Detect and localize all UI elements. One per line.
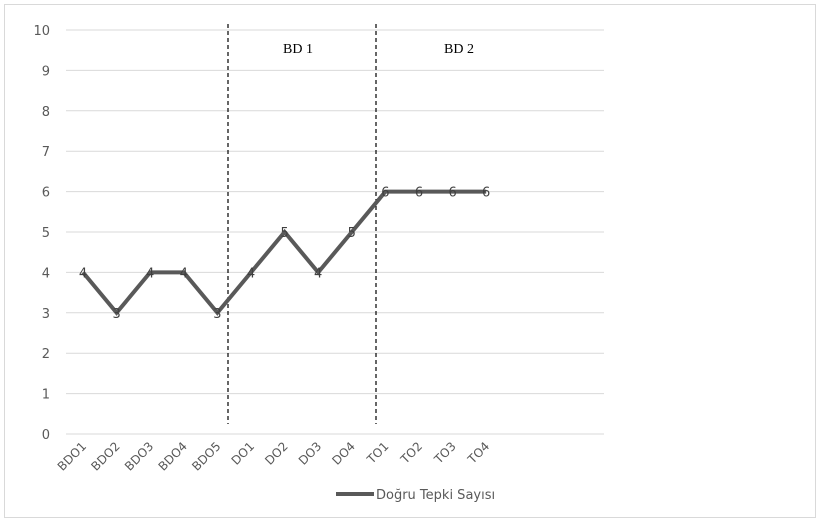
y-tick-label: 4 xyxy=(42,266,50,281)
series-group xyxy=(81,189,487,316)
x-category-label: DO2 xyxy=(262,439,291,468)
chart-frame xyxy=(4,4,816,518)
data-label: 4 xyxy=(314,266,322,281)
x-category-label: BDO5 xyxy=(189,439,223,473)
data-label: 5 xyxy=(280,226,288,241)
x-axis-categories: BDO1 BDO2 BDO3 BDO4 BDO5 DO1 DO2 DO3 DO4 TO1 TO2 TO… xyxy=(55,439,493,473)
x-category-label: TO3 xyxy=(431,439,459,467)
y-tick-label: 3 xyxy=(42,307,50,322)
y-tick-label: 6 xyxy=(42,186,50,201)
gridlines xyxy=(66,29,604,435)
phase-label-bd1: BD 1 xyxy=(283,42,313,57)
x-category-label: TO2 xyxy=(397,439,425,467)
data-label: 6 xyxy=(381,186,389,201)
data-label: 6 xyxy=(448,186,456,201)
legend: Doğru Tepki Sayısı xyxy=(336,488,495,503)
data-label: 4 xyxy=(180,266,188,281)
data-label: 4 xyxy=(146,266,154,281)
x-category-label: BDO3 xyxy=(122,439,156,473)
data-labels: 4 3 4 4 3 4 5 4 5 6 6 6 6 xyxy=(79,186,490,322)
x-category-label: DO1 xyxy=(229,439,258,468)
data-label: 6 xyxy=(415,186,423,201)
y-tick-label: 1 xyxy=(42,388,50,403)
data-label: 4 xyxy=(79,266,87,281)
phase-label-bd2: BD 2 xyxy=(444,42,474,57)
data-label: 3 xyxy=(112,307,120,322)
y-tick-label: 7 xyxy=(42,145,50,160)
y-axis-ticks: 0 1 2 3 4 5 6 7 8 9 10 xyxy=(33,24,50,443)
phase-dividers xyxy=(227,24,377,424)
x-category-label: DO3 xyxy=(296,439,325,468)
y-tick-label: 2 xyxy=(42,347,50,362)
x-category-label: BDO1 xyxy=(55,439,89,473)
y-tick-label: 10 xyxy=(33,24,50,39)
data-label: 3 xyxy=(213,307,221,322)
y-tick-label: 0 xyxy=(42,428,50,443)
data-label: 5 xyxy=(348,226,356,241)
x-category-label: BDO4 xyxy=(156,439,190,473)
y-tick-label: 5 xyxy=(42,226,50,241)
x-category-label: DO4 xyxy=(329,439,358,468)
y-tick-label: 8 xyxy=(42,105,50,120)
data-label: 6 xyxy=(482,186,490,201)
x-category-label: BDO2 xyxy=(88,439,122,473)
legend-series-name: Doğru Tepki Sayısı xyxy=(376,488,495,503)
x-category-label: TO4 xyxy=(464,439,492,467)
data-label: 4 xyxy=(247,266,255,281)
y-tick-label: 9 xyxy=(42,64,50,79)
x-category-label: TO1 xyxy=(364,439,392,467)
series-line xyxy=(81,189,487,316)
